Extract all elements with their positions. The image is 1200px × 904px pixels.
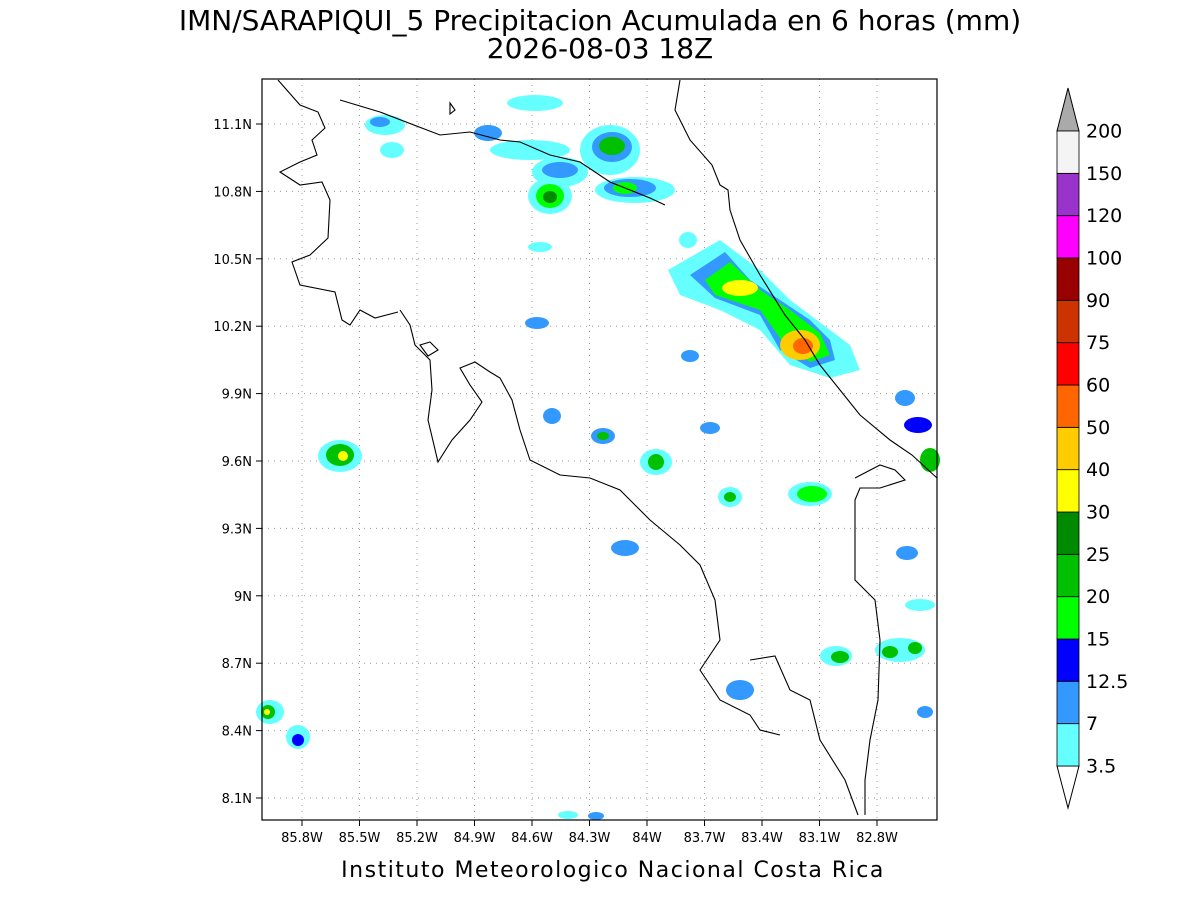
ticks: 11.1N 10.8N 10.5N 10.2N 9.9N 9.6N 9.3N 9N 8.7N 8.…: [213, 118, 898, 846]
colorbar-label: 60: [1086, 375, 1110, 397]
lat-tick-label: 9.6N: [222, 455, 252, 470]
colorbar-segment: [1056, 723, 1080, 767]
subtitle: 2026-08-03 18Z: [487, 32, 713, 65]
colorbar-label: 30: [1086, 502, 1110, 524]
colorbar-segment: [1056, 384, 1080, 428]
lat-tick-label: 10.2N: [213, 320, 252, 335]
lon-tick-label: 85.5W: [339, 831, 381, 846]
colorbar-label: 15: [1086, 629, 1110, 651]
lat-tick-label: 9.3N: [222, 522, 252, 537]
lon-tick-label: 82.8W: [856, 831, 898, 846]
colorbar-label: 25: [1086, 544, 1110, 566]
colorbar-label: 7: [1086, 713, 1098, 735]
footer: Instituto Meteorologico Nacional Costa R…: [341, 858, 885, 883]
colorbar-label: 200: [1086, 121, 1122, 143]
colorbar-segment: [1056, 215, 1080, 259]
lon-tick-label: 83.1W: [799, 831, 841, 846]
lon-tick-label: 84W: [632, 831, 662, 846]
colorbar-label: 120: [1086, 205, 1122, 227]
lat-tick-label: 8.7N: [222, 657, 252, 672]
rain-areas: [256, 95, 940, 820]
colorbar-label: 100: [1086, 248, 1122, 270]
map-frame: [261, 78, 938, 821]
lat-tick-label: 9.9N: [222, 388, 252, 403]
colorbar-segment: [1056, 511, 1080, 555]
colorbar-segment: [1056, 680, 1080, 725]
colorbar-segment: [1056, 426, 1080, 471]
colorbar-label: 20: [1086, 586, 1110, 608]
lon-tick-label: 85.8W: [281, 831, 323, 846]
colorbar-segment: [1056, 553, 1080, 598]
lon-tick-label: 84.9W: [454, 831, 496, 846]
lat-tick-label: 11.1N: [213, 118, 252, 133]
colorbar-label: 40: [1086, 459, 1110, 481]
colorbar-label: 75: [1086, 332, 1110, 354]
map-frame-bg: [262, 79, 937, 820]
colorbar-segment: [1056, 130, 1080, 174]
colorbar-label: 90: [1086, 290, 1110, 312]
lat-tick-label: 8.4N: [222, 725, 252, 740]
colorbar-label: 3.5: [1086, 756, 1116, 778]
lon-tick-label: 83.7W: [684, 831, 726, 846]
lon-tick-label: 84.6W: [511, 831, 553, 846]
colorbar-over: [1056, 87, 1080, 132]
map: 11.1N 10.8N 10.5N 10.2N 9.9N 9.6N 9.3N 9N 8.7N 8.…: [213, 78, 940, 846]
colorbar-under: [1056, 765, 1080, 810]
lat-tick-label: 10.8N: [213, 185, 252, 200]
colorbar-segment: [1056, 638, 1080, 682]
colorbar-label: 50: [1086, 417, 1110, 439]
colorbar-segment: [1056, 172, 1080, 217]
lat-tick-label: 9N: [234, 590, 252, 605]
colorbar-segment: [1056, 596, 1080, 640]
coastlines: [277, 79, 938, 816]
title: IMN/SARAPIQUI_5 Precipitacion Acumulada …: [179, 4, 1021, 37]
colorbar-label: 150: [1086, 163, 1122, 185]
colorbar-segment: [1056, 469, 1080, 513]
lon-tick-label: 85.2W: [396, 831, 438, 846]
lat-tick-label: 10.5N: [213, 253, 252, 268]
lat-tick-label: 8.1N: [222, 792, 252, 807]
colorbar-label: 12.5: [1086, 671, 1128, 693]
colorbar-segment: [1056, 257, 1080, 301]
colorbar: 3.5 7 12.5 15 20 25 30 40 50 60 75 90 100 120 150 200: [1056, 87, 1128, 810]
colorbar-segment: [1056, 342, 1080, 386]
lon-tick-label: 83.4W: [741, 831, 783, 846]
colorbar-segment: [1056, 299, 1080, 344]
lon-tick-label: 84.3W: [569, 831, 611, 846]
